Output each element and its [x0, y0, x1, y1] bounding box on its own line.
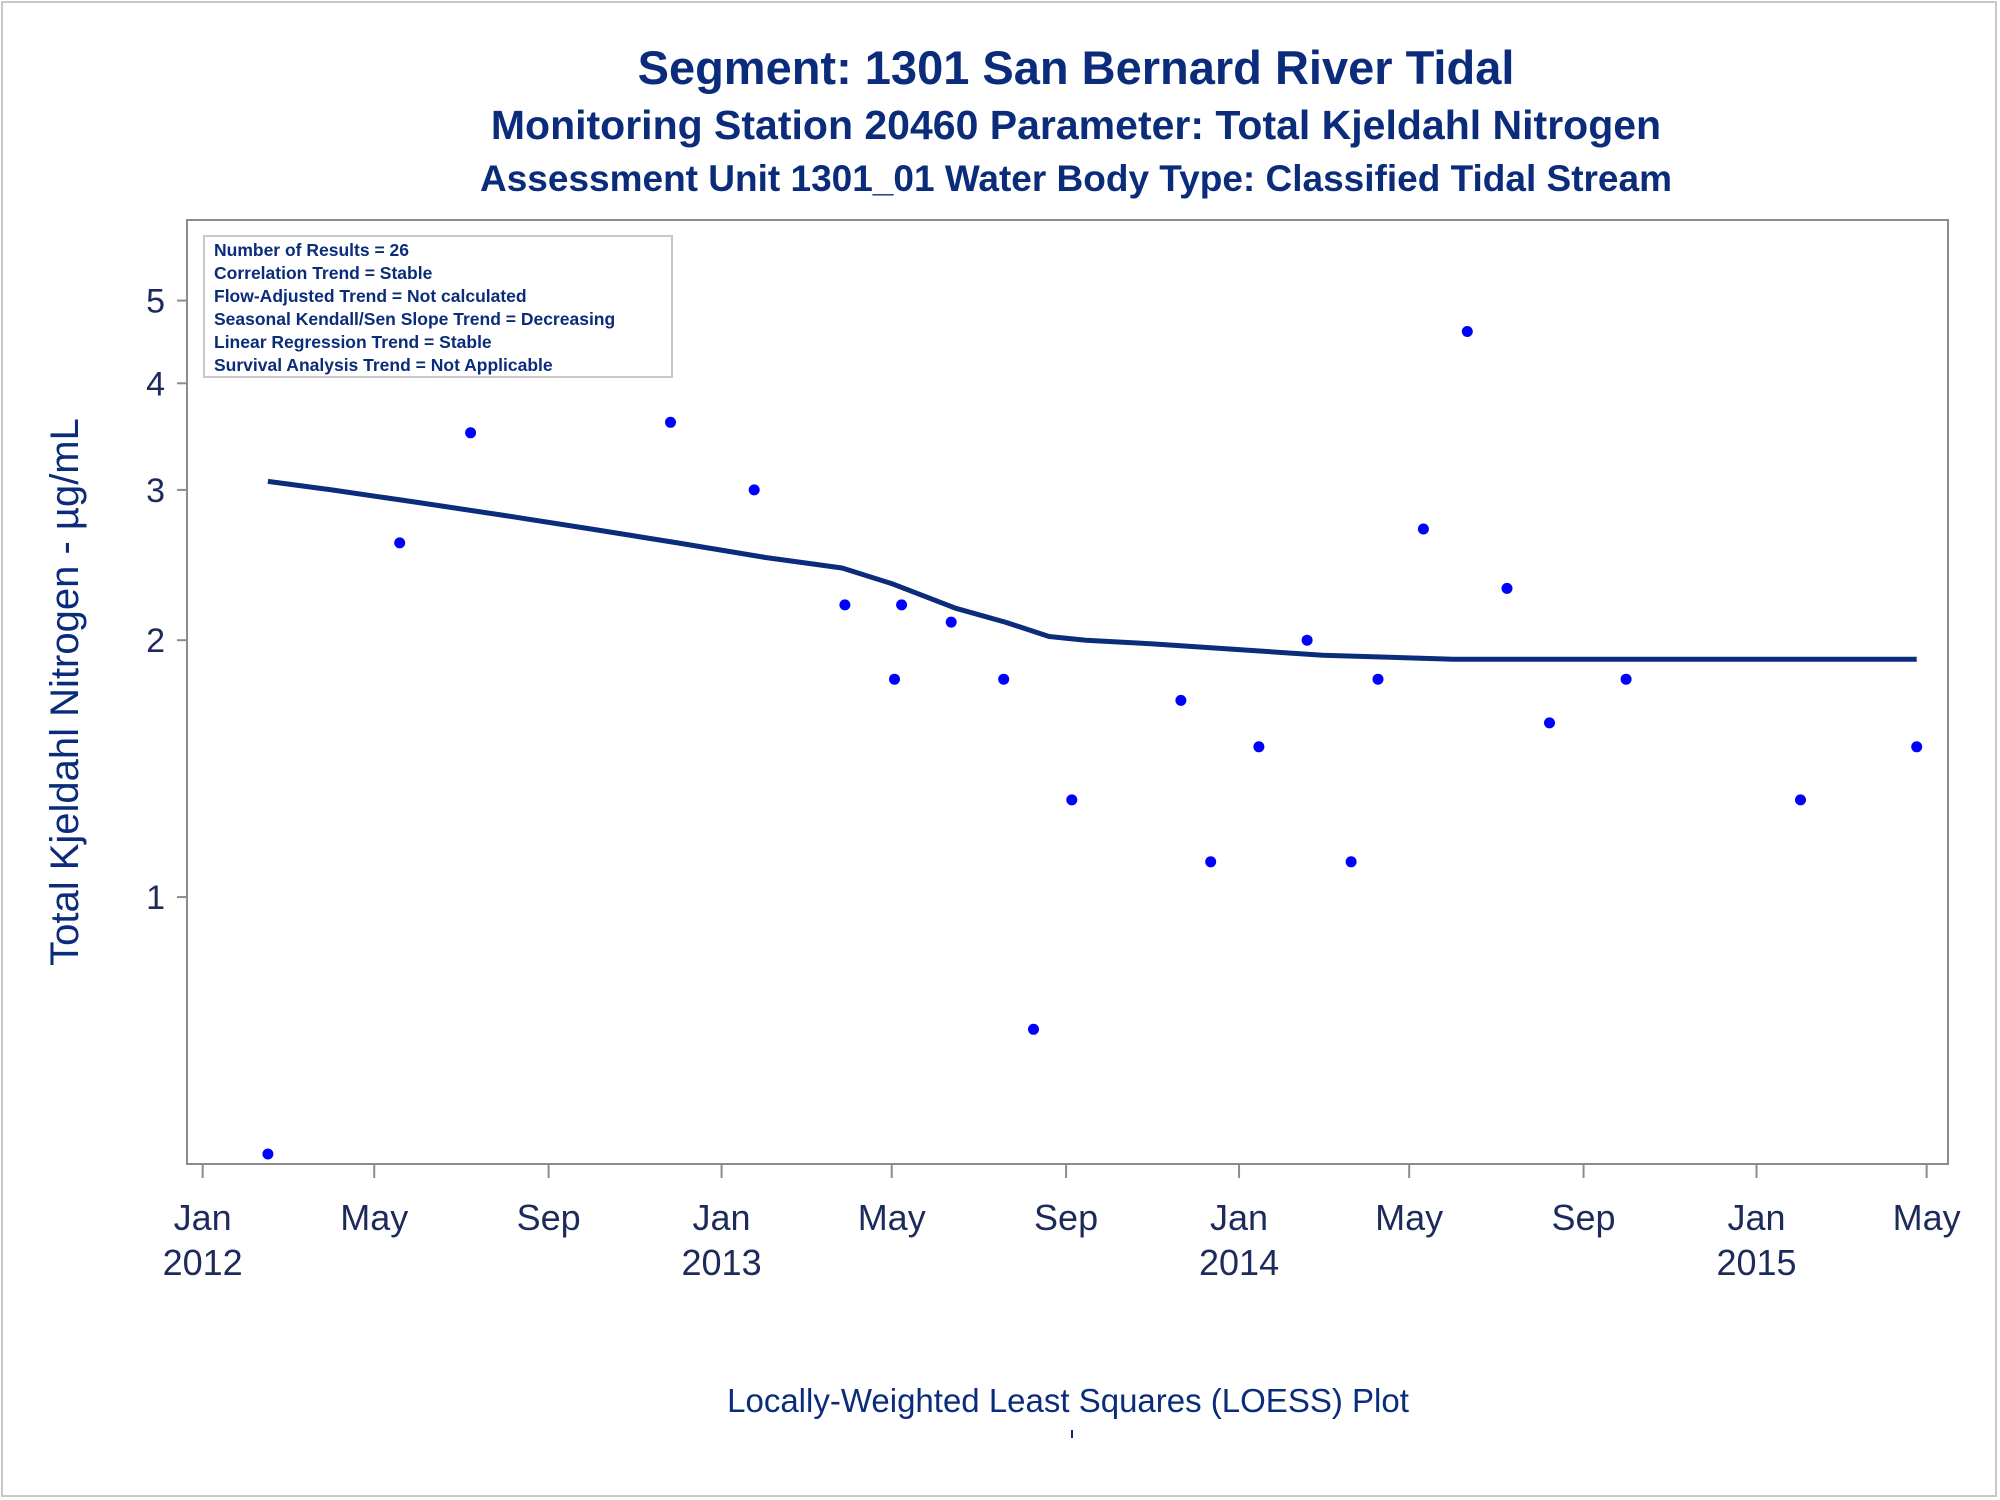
y-tick-label: 4 — [146, 365, 165, 403]
data-point — [1175, 694, 1187, 706]
data-point — [748, 484, 760, 496]
data-point — [839, 599, 851, 611]
data-point — [945, 616, 957, 628]
info-line: Linear Regression Trend = Stable — [214, 332, 492, 352]
data-point — [1417, 523, 1429, 535]
info-line: Survival Analysis Trend = Not Applicable — [214, 355, 553, 375]
data-point — [1620, 673, 1632, 685]
data-point — [465, 427, 477, 439]
y-tick-label: 5 — [146, 283, 165, 321]
data-point — [1028, 1023, 1039, 1035]
x-tick-label: May — [1893, 1197, 1961, 1238]
data-point — [1253, 741, 1265, 753]
y-tick-label: 3 — [146, 472, 165, 510]
x-tick-year: 2012 — [163, 1242, 243, 1283]
chart-title: Segment: 1301 San Bernard River Tidal — [637, 41, 1515, 94]
data-point — [665, 416, 676, 428]
trend-info-box: Number of Results = 26 Correlation Trend … — [203, 235, 673, 378]
x-tick-label: May — [1375, 1197, 1443, 1238]
footer-mark — [1071, 1430, 1073, 1438]
y-tick-label: 1 — [146, 879, 165, 917]
info-line: Correlation Trend = Stable — [214, 263, 433, 283]
data-point — [998, 673, 1010, 685]
x-tick-label: Sep — [1552, 1197, 1616, 1238]
data-point — [896, 599, 908, 611]
data-point — [1544, 717, 1555, 729]
info-line: Number of Results = 26 — [214, 240, 409, 260]
data-point — [1345, 856, 1357, 868]
info-line: Seasonal Kendall/Sen Slope Trend = Decre… — [214, 309, 615, 329]
data-point — [1461, 326, 1473, 337]
scatter-points-layer — [262, 259, 1923, 1160]
footer-caption: Locally-Weighted Least Squares (LOESS) P… — [727, 1382, 1409, 1419]
data-point — [1795, 794, 1806, 806]
info-box-border — [203, 235, 673, 378]
y-axis: 1 2 3 4 5 — [146, 283, 187, 917]
x-tick-label: Sep — [517, 1197, 581, 1238]
data-point — [1205, 856, 1217, 868]
x-tick-label: Jan — [174, 1197, 232, 1238]
chart-subtitle-assessment-unit: Assessment Unit 1301_01 Water Body Type:… — [480, 158, 1672, 199]
x-tick-label: Jan — [1728, 1197, 1786, 1238]
x-tick-label: Jan — [1210, 1197, 1268, 1238]
x-tick-label: Sep — [1034, 1197, 1098, 1238]
data-point — [1372, 673, 1384, 685]
data-point — [1301, 634, 1313, 646]
data-point — [262, 1148, 274, 1160]
x-tick-label: Jan — [693, 1197, 751, 1238]
y-tick-label: 2 — [146, 622, 165, 660]
loess-line-layer — [267, 478, 1917, 662]
x-tick-year: 2014 — [1199, 1242, 1279, 1283]
data-point — [1911, 741, 1923, 753]
x-tick-year: 2013 — [682, 1242, 762, 1283]
loess-trend-line — [267, 478, 1917, 662]
data-point — [1066, 794, 1078, 806]
data-point — [1501, 582, 1513, 594]
info-line: Flow-Adjusted Trend = Not calculated — [214, 286, 527, 306]
y-axis-label: Total Kjeldahl Nitrogen - µg/mL — [43, 418, 87, 966]
data-point — [394, 537, 406, 549]
x-tick-label: May — [340, 1197, 408, 1238]
data-point — [889, 673, 900, 685]
x-tick-year: 2015 — [1716, 1242, 1796, 1283]
x-tick-label: May — [858, 1197, 926, 1238]
chart-subtitle-station: Monitoring Station 20460 Parameter: Tota… — [490, 102, 1662, 148]
